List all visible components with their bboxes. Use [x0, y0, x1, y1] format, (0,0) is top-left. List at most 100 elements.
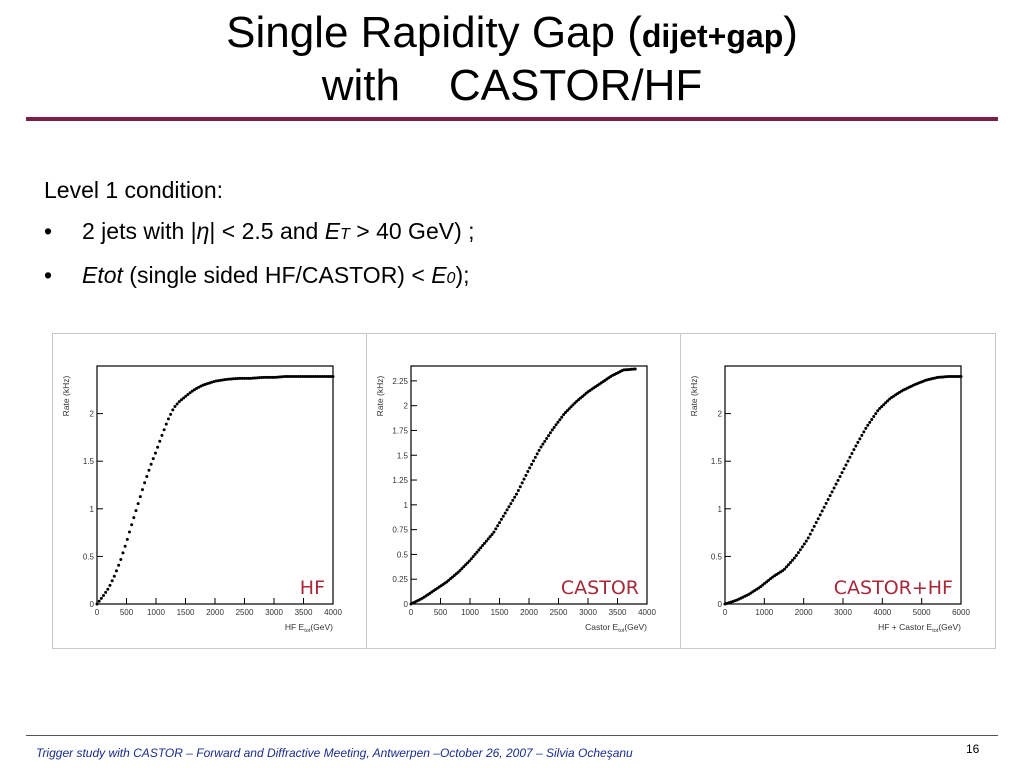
etot-symbol: Etot	[82, 262, 123, 288]
data-point	[864, 426, 868, 430]
chart-svg: 0 500 1000 1500 2000 2500 3000 3500 4000 0 0.5 1 1.5…	[61, 365, 342, 634]
data-point	[828, 494, 832, 498]
data-point	[97, 599, 101, 603]
data-point	[249, 376, 253, 380]
x-tick-label: 4000	[324, 608, 342, 617]
data-point	[878, 407, 882, 411]
data-point	[231, 377, 235, 381]
data-point	[299, 374, 303, 378]
y-tick-label: 2	[718, 410, 723, 419]
data-point	[876, 409, 880, 413]
data-point	[518, 485, 522, 489]
data-point	[511, 498, 515, 502]
data-point	[166, 417, 170, 421]
data-point	[286, 374, 290, 378]
x-tick-label: 3000	[579, 608, 597, 617]
data-point	[860, 433, 864, 437]
data-point	[858, 437, 862, 441]
data-point	[268, 375, 272, 379]
data-point	[537, 448, 541, 452]
data-point	[173, 404, 177, 408]
x-tick-label: 6000	[952, 608, 970, 617]
condition-text-block: Level 1 condition: • 2 jets with |η| < 2.…	[44, 170, 475, 299]
data-point	[127, 530, 131, 534]
x-tick-label: 0	[409, 608, 414, 617]
data-point	[466, 561, 470, 565]
y-tick-label: 1.5	[711, 457, 723, 466]
data-point	[526, 470, 530, 474]
data-point	[836, 478, 840, 482]
x-tick-label: 2000	[795, 608, 813, 617]
y-tick-label: 0	[90, 600, 95, 609]
data-point	[850, 451, 854, 455]
bullet1-text-c: > 40 GeV) ;	[349, 218, 475, 244]
title-dijet-gap: dijet+gap	[641, 18, 784, 54]
data-point	[567, 407, 571, 411]
bullet1-text-b: | < 2.5 and	[209, 218, 325, 244]
e0-subscript: 0	[446, 270, 456, 287]
data-point	[242, 376, 246, 380]
data-point	[303, 374, 307, 378]
data-point	[822, 505, 826, 509]
y-tick-label: 0.25	[392, 575, 408, 584]
x-tick-label: 3000	[834, 608, 852, 617]
data-point	[808, 532, 812, 536]
data-point	[560, 415, 564, 419]
data-point	[488, 535, 492, 539]
data-point	[186, 393, 190, 396]
data-point	[798, 548, 802, 552]
footer-text: Trigger study with CASTOR – Forward and …	[36, 746, 633, 760]
data-point	[802, 542, 806, 546]
x-tick-label: 2500	[236, 608, 254, 617]
data-point	[633, 367, 637, 371]
x-tick-label: 500	[120, 608, 134, 617]
data-point	[283, 375, 287, 379]
data-point	[509, 502, 513, 506]
data-point	[309, 374, 313, 378]
x-axis-label: Castor Etot(GeV)	[585, 622, 647, 634]
hf-rate-plot: 0 500 1000 1500 2000 2500 3000 3500 4000 0 0.5 1 1.5…	[52, 333, 368, 649]
data-point	[820, 509, 824, 513]
x-tick-label: 4000	[638, 608, 656, 617]
data-point	[816, 517, 820, 521]
data-point	[826, 498, 830, 502]
footer-divider	[26, 735, 998, 736]
data-point	[158, 439, 162, 443]
y-tick-label: 0.75	[392, 526, 408, 535]
data-point	[260, 375, 264, 379]
data-point	[477, 548, 481, 552]
data-point	[175, 402, 179, 406]
data-point	[151, 457, 155, 461]
data-point	[479, 546, 483, 550]
data-point	[257, 376, 261, 380]
data-point	[318, 374, 322, 378]
data-point	[524, 473, 528, 477]
chart-svg: 0 1000 2000 3000 4000 5000 6000 0 0.5 1 1.5 2 Rate (…	[689, 365, 970, 634]
title-divider	[26, 117, 998, 121]
data-point	[569, 405, 573, 409]
data-point	[874, 412, 878, 416]
data-point	[188, 391, 192, 395]
y-tick-label: 0	[718, 600, 723, 609]
data-point	[110, 579, 114, 583]
data-point	[507, 505, 511, 509]
chart-svg: 0 500 1000 1500 2000 2500 3000 3500 4000 0 0.25 0.5…	[375, 365, 656, 634]
data-point	[818, 513, 822, 517]
data-point	[177, 400, 181, 404]
page-number: 16	[966, 742, 980, 756]
data-point	[866, 423, 870, 427]
y-tick-label: 1.25	[392, 476, 408, 485]
x-tick-label: 1000	[461, 608, 479, 617]
data-point	[515, 492, 519, 496]
y-tick-label: 0.5	[83, 552, 95, 561]
x-tick-label: 3500	[609, 608, 627, 617]
data-point	[796, 551, 800, 555]
data-point	[244, 376, 248, 380]
x-tick-label: 4000	[873, 608, 891, 617]
data-point	[273, 375, 277, 379]
title-line-1: Single Rapidity Gap (dijet+gap)	[0, 8, 1024, 61]
data-point	[852, 448, 856, 452]
data-point	[229, 377, 233, 381]
data-point	[842, 467, 846, 471]
data-point	[251, 376, 255, 380]
